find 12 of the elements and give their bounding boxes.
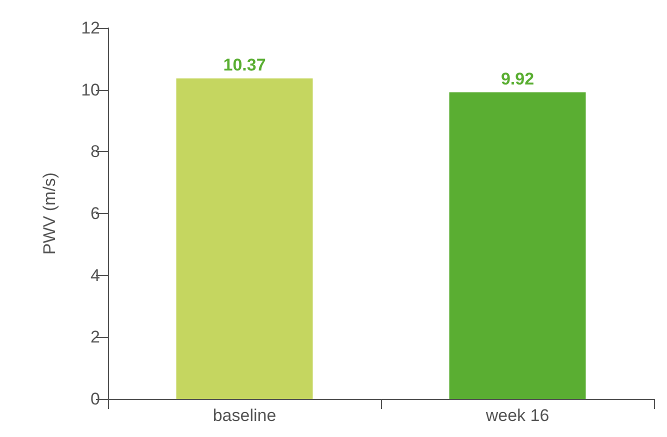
y-tick-label: 0 [90, 390, 100, 408]
y-tick-label: 10 [81, 80, 100, 100]
y-axis-title: PWV (m/s) [40, 172, 59, 255]
x-tick-label: week 16 [484, 406, 550, 425]
y-tick-label: 8 [90, 142, 100, 162]
x-tick-label: baseline [212, 406, 276, 425]
data-label: 10.37 [223, 55, 266, 74]
y-tick-label: 2 [90, 328, 100, 347]
y-tick-label: 6 [90, 204, 100, 223]
y-tick-label: 4 [90, 266, 100, 285]
data-label: 9.92 [500, 69, 534, 88]
y-tick-label: 12 [81, 18, 100, 38]
